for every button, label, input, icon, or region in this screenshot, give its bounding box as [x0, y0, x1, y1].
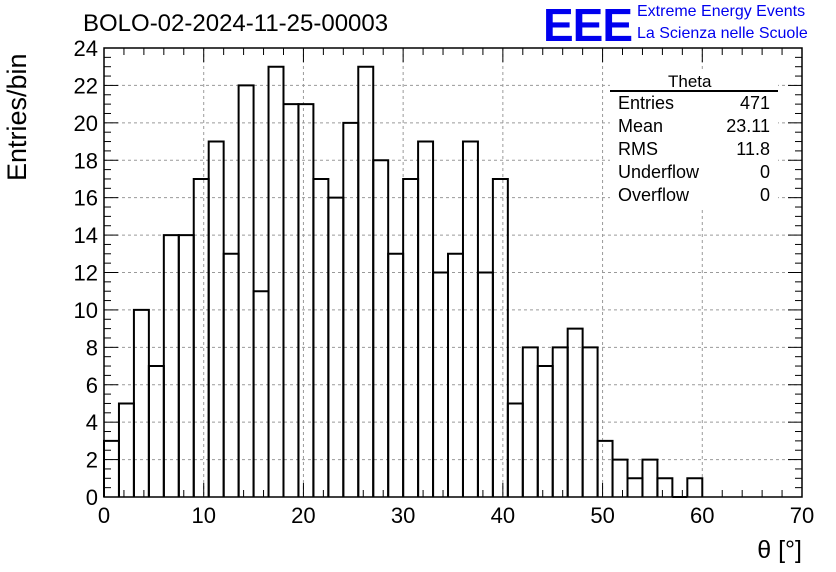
eee-logo: EEE	[543, 0, 633, 51]
histogram-bin	[461, 140, 479, 497]
histogram-bin	[626, 477, 644, 497]
y-tick-label: 18	[74, 148, 98, 173]
histogram-bin	[447, 252, 464, 497]
x-tick-label: 30	[391, 503, 415, 528]
y-tick-label: 8	[86, 335, 98, 360]
y-tick-label: 22	[74, 73, 98, 98]
stats-box-frame	[610, 70, 778, 210]
x-tick-label: 0	[98, 503, 110, 528]
stats-value: 23.11	[726, 116, 770, 136]
y-tick-label: 12	[74, 261, 98, 286]
histogram-bin	[536, 365, 554, 497]
x-tick-label: 10	[191, 503, 215, 528]
stats-label: Overflow	[618, 185, 690, 205]
stats-value: 0	[759, 185, 770, 205]
histogram-bin	[162, 234, 180, 497]
y-tick-label: 4	[86, 410, 98, 435]
x-tick-label: 60	[690, 503, 714, 528]
y-tick-label: 20	[74, 111, 98, 136]
stats-label: Mean	[618, 116, 664, 136]
histogram-bin	[327, 196, 345, 497]
histogram-bin	[117, 402, 135, 497]
histogram-bin	[237, 84, 255, 497]
histogram-bin	[387, 252, 405, 497]
histogram-bin	[297, 103, 315, 497]
axis-layer	[103, 47, 803, 498]
histogram-bin	[596, 439, 614, 497]
histogram-bin	[491, 177, 509, 497]
stats-label: Entries	[618, 93, 675, 113]
stats-label: RMS	[618, 139, 658, 159]
x-tick-label: 70	[790, 503, 814, 528]
histogram-bin	[611, 458, 629, 497]
histogram-bin	[656, 477, 674, 497]
x-tick-label: 20	[291, 503, 315, 528]
histogram-layer	[103, 65, 704, 498]
stats-box-background	[610, 70, 778, 210]
histogram-bin	[267, 65, 285, 497]
x-tick-label: 50	[590, 503, 614, 528]
histogram-bin	[686, 477, 704, 497]
histogram-bin	[372, 159, 390, 497]
stats-label: Underflow	[618, 162, 700, 182]
histogram-bin	[222, 252, 240, 497]
stats-value: 471	[739, 93, 770, 113]
y-tick-label: 14	[74, 223, 98, 248]
stats-box-title: Theta	[668, 72, 712, 91]
histogram-bin	[207, 140, 225, 497]
x-tick-label: 40	[491, 503, 515, 528]
y-tick-label: 10	[74, 298, 98, 323]
histogram-bin	[192, 177, 210, 497]
histogram-bin	[506, 402, 524, 497]
y-tick-label: 24	[74, 36, 98, 61]
y-axis-label: Entries/bin	[2, 53, 32, 181]
y-tick-label: 16	[74, 186, 98, 211]
histogram-bin	[402, 177, 420, 497]
y-tick-label: 0	[86, 485, 98, 510]
histogram-bin	[147, 365, 165, 497]
y-tick-label: 2	[86, 448, 98, 473]
histogram-bin	[177, 234, 195, 497]
histogram-bin	[252, 290, 270, 497]
chart-title: BOLO-02-2024-11-25-00003	[83, 10, 389, 37]
x-axis-label: θ [°]	[757, 536, 802, 564]
histogram-bin	[581, 346, 599, 497]
histogram-bin	[566, 327, 584, 497]
logo-line-2: La Scienza nelle Scuole	[637, 25, 808, 42]
histogram-bin	[312, 177, 330, 497]
histogram-bin	[641, 458, 659, 497]
logo-line-1: Extreme Energy Events	[637, 3, 806, 20]
histogram-bin	[282, 103, 300, 497]
y-tick-label: 6	[86, 373, 98, 398]
histogram-bin	[417, 140, 435, 497]
histogram-bin	[357, 65, 375, 497]
stats-value: 11.8	[736, 139, 770, 159]
histogram-bin	[132, 308, 150, 497]
stats-value: 0	[759, 162, 770, 182]
